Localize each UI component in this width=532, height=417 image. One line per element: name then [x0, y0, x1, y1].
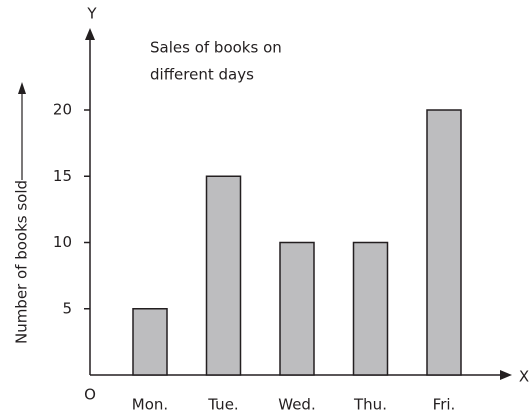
y-tick-label: 5: [62, 299, 72, 317]
x-tick-label: Fri.: [433, 396, 456, 414]
x-tick-label: Wed.: [278, 396, 315, 414]
bar: [279, 241, 315, 376]
chart-title: different days: [150, 66, 254, 84]
bar: [426, 109, 462, 376]
x-axis-name: X: [519, 368, 529, 386]
bar: [132, 308, 168, 376]
y-axis-label: Number of books sold: [13, 180, 31, 344]
bar: [205, 175, 242, 376]
x-axis-arrow: [500, 370, 512, 380]
y-tick-label: 20: [53, 101, 72, 119]
x-tick-label: Mon.: [132, 396, 168, 414]
y-tick-label: 15: [53, 167, 72, 185]
y-label-arrowhead: [18, 82, 26, 94]
y-axis-name: Y: [86, 5, 97, 23]
chart-title: Sales of books on: [150, 39, 282, 57]
origin-label: O: [84, 386, 96, 404]
bar: [352, 241, 389, 376]
y-axis-arrow: [85, 28, 95, 40]
y-tick-label: 10: [53, 233, 72, 251]
x-tick-label: Thu.: [353, 396, 387, 414]
x-tick-label: Tue.: [207, 396, 238, 414]
